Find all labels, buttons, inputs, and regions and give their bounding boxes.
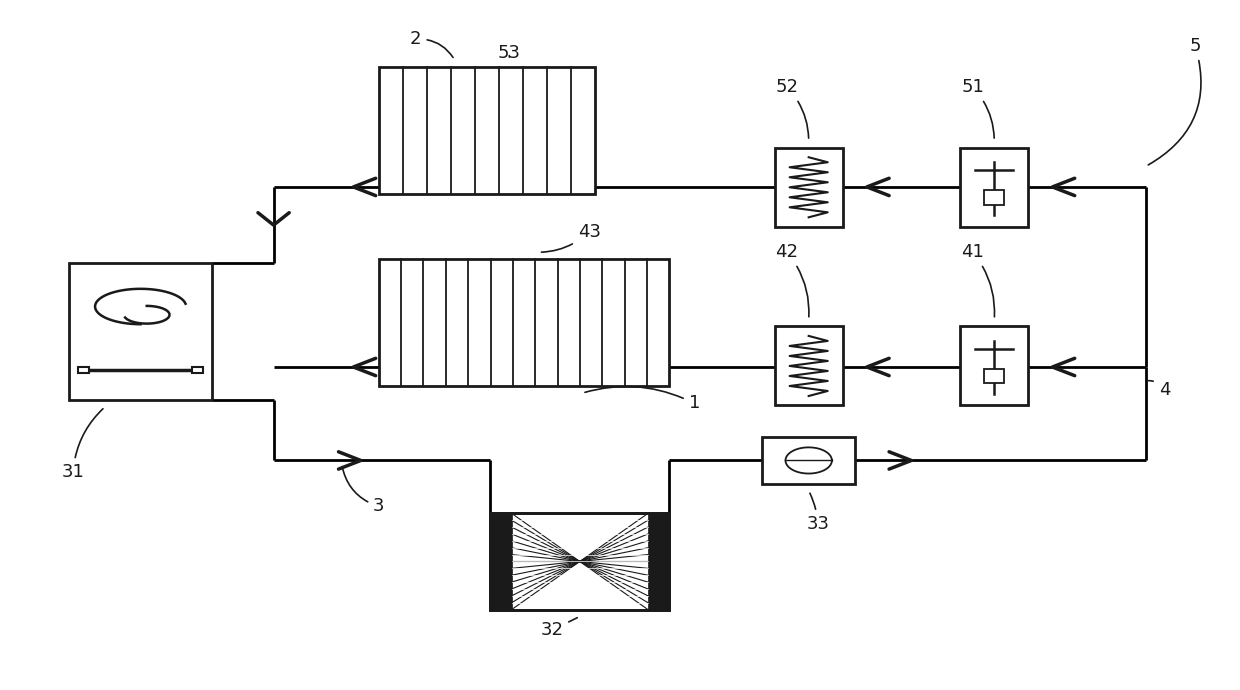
Text: 41: 41 <box>961 244 994 317</box>
Bar <box>649 513 670 609</box>
Text: 4: 4 <box>1148 381 1171 399</box>
Text: 33: 33 <box>806 493 830 533</box>
Bar <box>985 190 1004 205</box>
Text: 53: 53 <box>497 44 520 62</box>
Bar <box>490 513 512 609</box>
Bar <box>960 326 1028 406</box>
Bar <box>490 513 670 609</box>
Bar <box>763 437 856 484</box>
Text: 43: 43 <box>542 223 600 252</box>
Bar <box>69 262 212 400</box>
Bar <box>378 259 670 386</box>
Text: 52: 52 <box>775 78 808 138</box>
Text: 31: 31 <box>62 408 103 481</box>
Text: 1: 1 <box>585 386 699 413</box>
Text: 32: 32 <box>541 618 578 639</box>
Bar <box>960 148 1028 227</box>
Bar <box>78 366 89 373</box>
Bar <box>192 366 203 373</box>
Text: 5: 5 <box>1148 37 1202 165</box>
Text: 51: 51 <box>961 78 994 138</box>
Text: 42: 42 <box>775 244 808 317</box>
Bar <box>985 369 1004 384</box>
Text: 2: 2 <box>410 30 453 57</box>
Text: 3: 3 <box>342 466 384 515</box>
Bar <box>775 326 843 406</box>
Bar <box>378 67 595 194</box>
Bar <box>490 513 670 609</box>
Bar <box>775 148 843 227</box>
